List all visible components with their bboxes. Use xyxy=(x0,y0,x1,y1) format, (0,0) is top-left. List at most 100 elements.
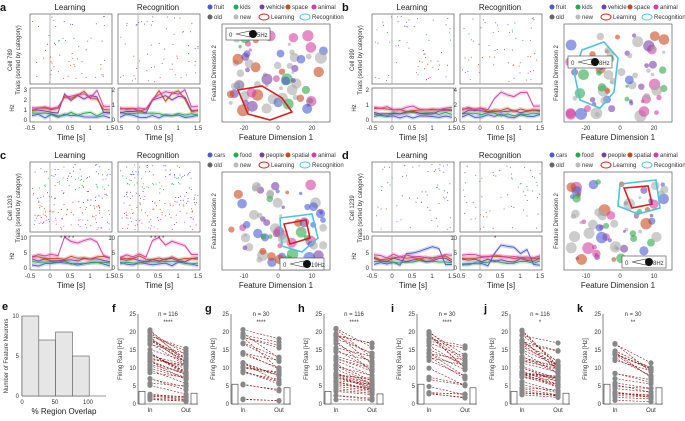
legend-new: new xyxy=(582,15,594,21)
spike-tick xyxy=(176,177,178,179)
in-point xyxy=(240,396,246,402)
spike-tick xyxy=(438,203,440,205)
spike-tick xyxy=(174,176,176,178)
y-tick: 25 xyxy=(315,312,322,318)
hz-tick: 5 xyxy=(112,251,116,257)
in-point xyxy=(519,349,525,355)
spike-tick xyxy=(464,57,466,59)
neuron-pair-line xyxy=(242,336,280,349)
spike-tick xyxy=(496,49,498,50)
spike-tick xyxy=(447,199,449,201)
spike-tick xyxy=(78,177,79,179)
in-point xyxy=(426,350,432,356)
spike-tick xyxy=(148,221,150,223)
neuron-pair-line xyxy=(428,342,466,357)
spike-tick xyxy=(511,173,513,175)
spike-tick xyxy=(495,22,497,24)
spike-tick xyxy=(447,18,449,19)
neuron-pair-line xyxy=(335,391,373,395)
neuron-pair-line xyxy=(428,379,466,386)
neuron-pair-line xyxy=(521,375,559,388)
spike-tick xyxy=(46,171,48,173)
in-point xyxy=(147,363,153,369)
spike-tick xyxy=(408,19,410,21)
rate-plot xyxy=(29,235,113,271)
spike-tick xyxy=(86,227,87,229)
spike-tick xyxy=(150,225,152,227)
rate-plot xyxy=(371,87,455,123)
spike-tick xyxy=(126,228,128,229)
out-point xyxy=(555,359,561,365)
neuron-pair-line xyxy=(521,374,559,385)
y-tick: 20 xyxy=(315,330,322,336)
neuron-pair-line xyxy=(428,360,466,377)
out-point xyxy=(648,399,654,405)
spike-tick xyxy=(154,202,156,204)
spike-tick xyxy=(165,169,167,171)
feature-point xyxy=(620,244,629,253)
spike-tick xyxy=(41,205,43,207)
spike-tick xyxy=(134,229,136,230)
spike-tick xyxy=(34,214,36,216)
feature-point xyxy=(638,83,645,90)
neuron-pair-line xyxy=(521,340,559,368)
out-point xyxy=(276,354,282,360)
spike-tick xyxy=(66,214,68,216)
raster-title: Learning xyxy=(54,3,85,12)
overlap-bar xyxy=(21,315,40,397)
spike-tick xyxy=(105,178,107,180)
spike-tick xyxy=(508,81,510,82)
spike-tick xyxy=(186,191,188,193)
feature-point xyxy=(275,189,280,194)
spike-tick xyxy=(180,195,182,197)
time-tick: -0.5 xyxy=(113,126,124,132)
trials-axis-label: Trials (sorted by category) xyxy=(16,25,22,94)
fd1-tick: 0 xyxy=(276,126,280,132)
neuron-pair-line xyxy=(521,343,559,352)
in-point xyxy=(240,381,246,387)
time-tick: 0 xyxy=(48,274,52,280)
feature-point xyxy=(638,196,642,200)
spike-tick xyxy=(374,77,376,79)
feature-point xyxy=(630,235,638,242)
spike-tick xyxy=(450,217,452,219)
neuron-pair-line xyxy=(149,335,187,349)
spike-tick xyxy=(63,225,65,227)
legend-dot xyxy=(311,152,317,158)
spike-tick xyxy=(187,200,189,202)
spike-tick xyxy=(122,75,124,77)
neuron-pair-line xyxy=(242,367,280,376)
neuron-pair-line xyxy=(428,386,466,396)
y-tick: 25 xyxy=(222,312,229,318)
feature-point xyxy=(579,220,583,225)
legend-old: old xyxy=(556,163,564,169)
in-point xyxy=(240,360,246,367)
in-point xyxy=(333,326,339,332)
time-tick: 0.5 xyxy=(408,274,417,280)
spike-tick xyxy=(79,179,81,181)
spike-tick xyxy=(377,42,379,44)
spike-tick xyxy=(387,182,389,184)
feature-point xyxy=(299,191,303,196)
legend-item: animal xyxy=(318,5,336,11)
neuron-pair-line xyxy=(149,342,187,366)
spike-tick xyxy=(481,196,483,198)
spike-tick xyxy=(421,61,423,63)
spike-tick xyxy=(145,171,147,173)
spike-tick xyxy=(77,224,79,226)
spike-tick xyxy=(133,184,135,186)
spike-tick xyxy=(87,177,89,179)
raster-plot xyxy=(117,161,201,233)
spike-tick xyxy=(43,184,45,186)
spike-tick xyxy=(106,221,108,223)
neuron-pair-line xyxy=(242,372,280,380)
in-point xyxy=(426,354,432,361)
neuron-pair-line xyxy=(335,372,373,387)
spike-tick xyxy=(39,205,41,207)
feature-point xyxy=(278,68,286,75)
spike-tick xyxy=(50,69,52,71)
panel-letter: k xyxy=(577,303,584,315)
legend-recognition-region xyxy=(299,13,311,21)
legend-learning-region xyxy=(600,13,612,21)
spike-tick xyxy=(382,21,384,23)
